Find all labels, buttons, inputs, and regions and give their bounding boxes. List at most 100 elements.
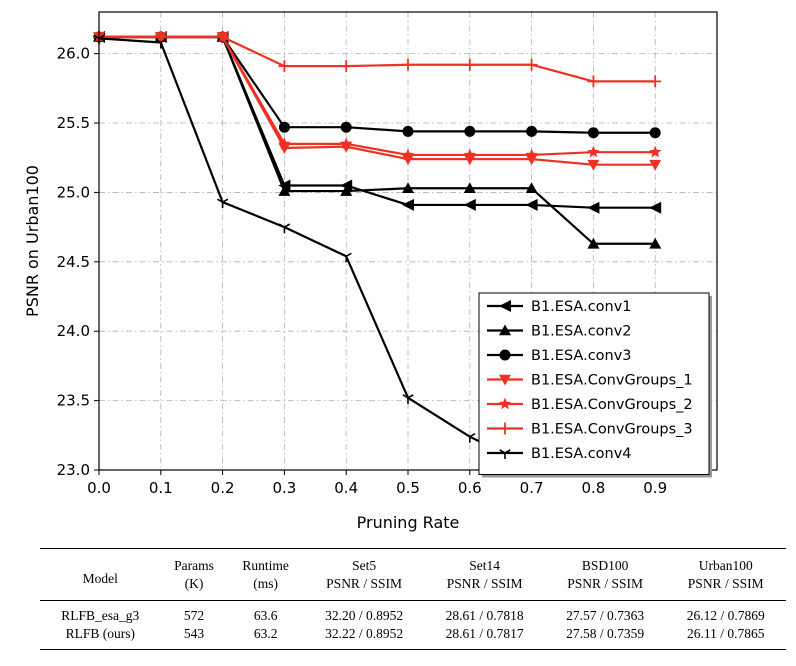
- series-B1.ESA.ConvGroups_2: [92, 30, 662, 161]
- data-point: [649, 145, 662, 158]
- legend-entry: B1.ESA.conv2: [487, 324, 632, 340]
- legend-entry: B1.ESA.conv4: [487, 446, 632, 462]
- col-subheader-bsd100: PSNR / SSIM: [567, 576, 644, 591]
- data-point: [340, 137, 353, 150]
- col-header-set5: Set5: [352, 558, 377, 573]
- x-tick-label: 0.6: [458, 479, 482, 497]
- data-point: [278, 143, 291, 155]
- legend-label: B1.ESA.conv2: [531, 324, 632, 340]
- data-point: [402, 58, 414, 71]
- legend-marker: [499, 449, 511, 459]
- series-line: [99, 35, 656, 83]
- x-tick-label: 0.5: [396, 479, 420, 497]
- data-point: [463, 154, 476, 166]
- data-point: [155, 38, 167, 49]
- data-point: [402, 182, 414, 194]
- data-point: [401, 148, 415, 161]
- cell-params: 572: [160, 600, 228, 625]
- data-point: [649, 127, 661, 139]
- data-point: [216, 198, 229, 209]
- data-point: [278, 137, 291, 150]
- x-tick-label: 0.8: [581, 479, 605, 497]
- x-tick-label: 0.9: [643, 479, 667, 497]
- y-axis-label: PSNR on Urban100: [23, 165, 42, 317]
- data-point: [463, 58, 476, 71]
- col-subheader-params: (K): [184, 576, 204, 591]
- data-point: [278, 121, 290, 133]
- cell-set5: 32.22 / 0.8952: [303, 625, 425, 650]
- table-row: RLFB_esa_g3 572 63.6 32.20 / 0.8952 28.6…: [40, 600, 786, 625]
- data-point: [402, 154, 414, 166]
- plot-frame: [98, 11, 718, 471]
- data-point: [649, 75, 662, 88]
- data-point: [526, 125, 538, 137]
- legend-entry: B1.ESA.conv1: [487, 299, 632, 315]
- legend-marker: [499, 300, 511, 312]
- y-tick-label: 24.0: [57, 322, 90, 340]
- legend-marker: [499, 374, 511, 386]
- cell-model: RLFB_esa_g3: [40, 600, 161, 625]
- series-B1.ESA.conv2: [93, 30, 662, 249]
- cell-runtime: 63.6: [227, 600, 304, 625]
- data-point: [587, 159, 600, 171]
- legend-marker: [498, 397, 512, 410]
- data-point: [525, 148, 538, 161]
- data-point: [154, 30, 167, 43]
- col-header-urban100: Urban100: [698, 558, 753, 573]
- y-tick-label: 23.0: [57, 461, 90, 479]
- data-point: [278, 223, 291, 234]
- y-tick-label: 23.5: [57, 392, 90, 410]
- header-row-1: Model Params Runtime Set5 Set14 BSD100 U…: [40, 549, 786, 586]
- legend-label: B1.ESA.conv1: [531, 299, 632, 315]
- col-subheader-urban100: PSNR / SSIM: [687, 576, 764, 591]
- col-subheader-set5: PSNR / SSIM: [326, 576, 402, 591]
- x-tick-label: 0.2: [211, 479, 235, 497]
- data-point: [587, 127, 599, 139]
- data-point: [402, 394, 414, 404]
- y-tick-label: 25.5: [57, 114, 90, 132]
- data-point: [649, 159, 662, 171]
- data-point: [463, 182, 476, 194]
- series-line: [99, 35, 656, 209]
- cell-set14: 28.61 / 0.7817: [424, 625, 545, 650]
- results-table-container: Model Params Runtime Set5 Set14 BSD100 U…: [40, 548, 786, 650]
- psnr-pruning-chart: 0.0 0.1 0.2 0.3 0.4 0.5 0.6 0.7 0.8 0.9 23.0 23.5 24…: [23, 11, 718, 532]
- data-point: [216, 30, 229, 43]
- data-point: [340, 185, 353, 196]
- data-point: [402, 198, 414, 211]
- x-tick-label: 0.4: [334, 479, 358, 497]
- cell-params: 543: [160, 625, 228, 650]
- data-point: [525, 198, 538, 211]
- legend-marker: [499, 422, 511, 435]
- data-point: [340, 60, 353, 73]
- col-header-bsd100: BSD100: [581, 558, 629, 573]
- data-point: [587, 145, 600, 158]
- data-point: [525, 58, 538, 71]
- header-row-2: (K) (ms) PSNR / SSIM PSNR / SSIM PSNR / …: [40, 575, 786, 601]
- data-point: [525, 154, 538, 166]
- legend-label: B1.ESA.conv3: [531, 348, 632, 364]
- y-tick-label: 26.0: [57, 45, 90, 63]
- legend-entry: B1.ESA.ConvGroups_3: [487, 422, 693, 438]
- data-point: [649, 201, 662, 214]
- data-point: [463, 148, 476, 161]
- cell-urban100: 26.12 / 0.7869: [665, 600, 786, 625]
- legend-label: B1.ESA.ConvGroups_2: [531, 397, 693, 413]
- legend-entry: B1.ESA.conv3: [487, 348, 632, 364]
- data-point: [278, 60, 291, 73]
- x-tick-label: 0.7: [520, 479, 544, 497]
- legend-label: B1.ESA.ConvGroups_1: [531, 373, 693, 389]
- cell-set14: 28.61 / 0.7818: [424, 600, 545, 625]
- series-B1.ESA.ConvGroups_3: [93, 30, 662, 88]
- x-tick-label: 0.1: [149, 479, 173, 497]
- data-point: [464, 432, 476, 443]
- table-row: RLFB (ours) 543 63.2 32.22 / 0.8952 28.6…: [40, 625, 786, 650]
- y-tick-label: 25.0: [57, 183, 90, 201]
- legend: B1.ESA.conv1 B1.ESA.conv2 B1.ESA.conv3 B1.E…: [478, 292, 712, 478]
- series-layer: [92, 30, 662, 474]
- data-point: [340, 252, 352, 263]
- series-line: [99, 35, 656, 134]
- legend-label: B1.ESA.conv4: [531, 446, 632, 462]
- data-point: [278, 185, 291, 196]
- col-header-runtime: Runtime: [242, 558, 289, 573]
